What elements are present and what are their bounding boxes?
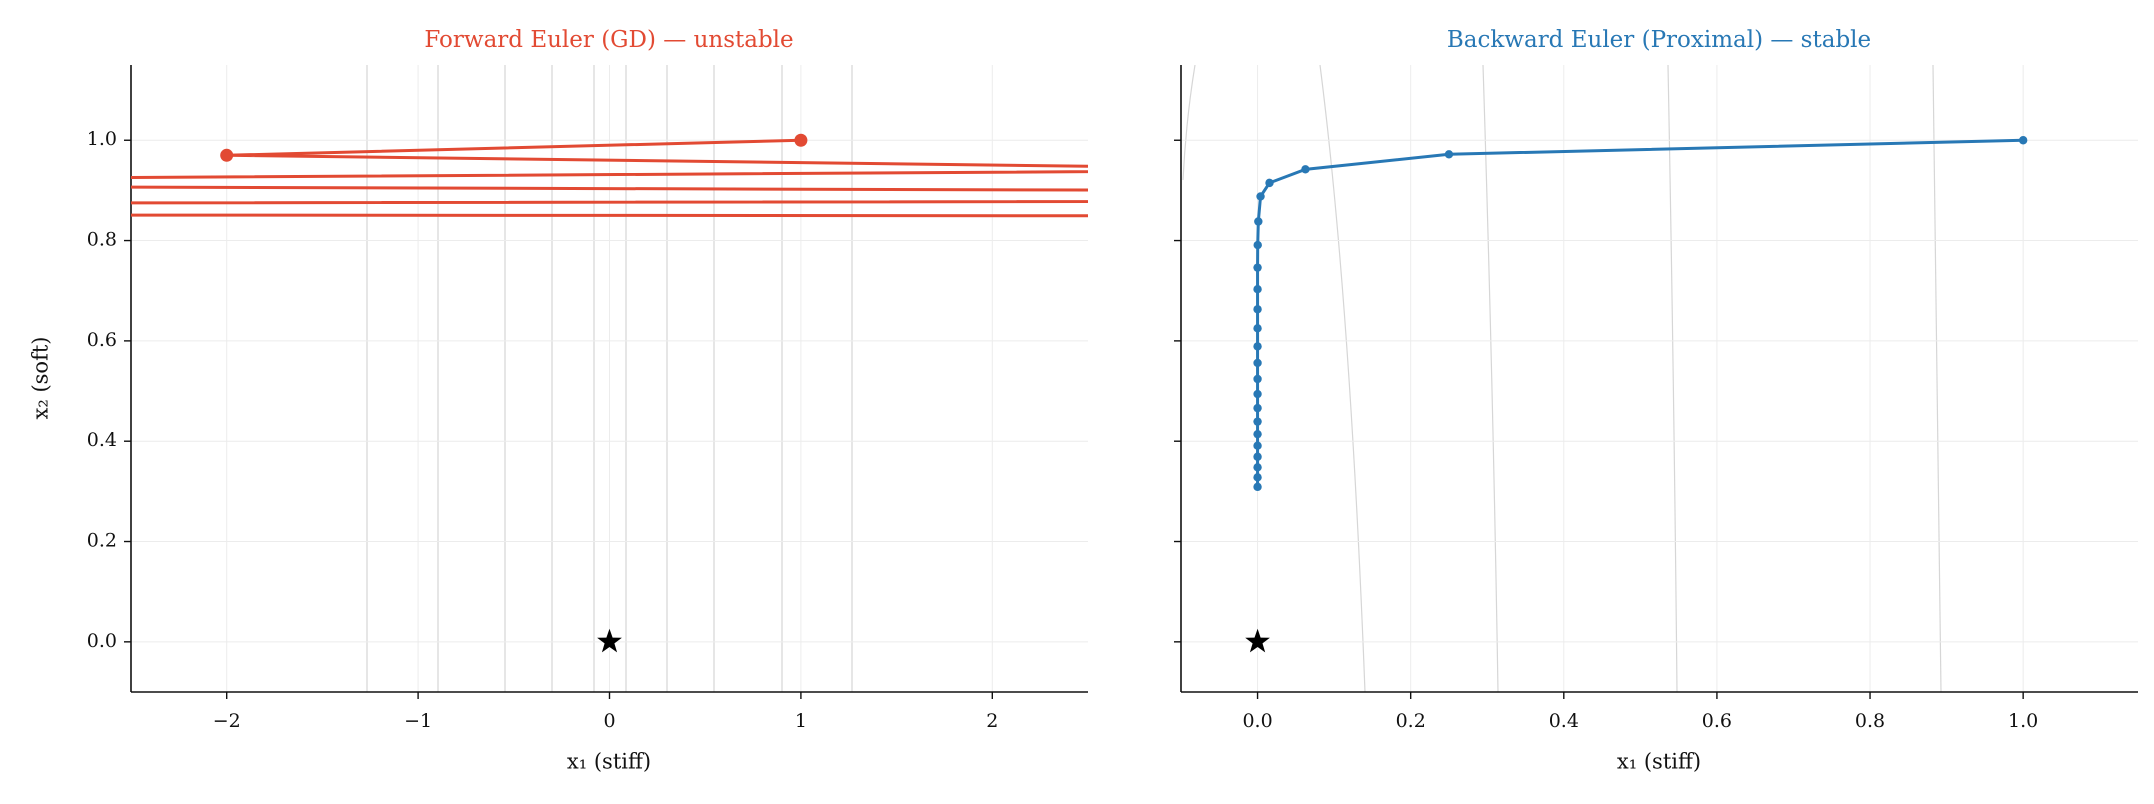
trajectory-point	[1253, 452, 1262, 461]
trajectory-point	[1253, 429, 1262, 439]
y-tick-label: 0.2	[87, 530, 117, 552]
trajectory-point	[1256, 192, 1265, 201]
trajectory-point	[1253, 389, 1262, 399]
chart-title: Backward Euler (Proximal) — stable	[1447, 27, 1871, 53]
trajectory-point	[1301, 165, 1310, 174]
plot-area	[1245, 136, 2028, 653]
x-axis-label: x₁ (stiff)	[1617, 750, 1701, 774]
trajectory-point	[1253, 403, 1262, 413]
x-tick-label: 2	[986, 710, 998, 732]
x-tick-label: 1.0	[2008, 710, 2038, 732]
y-tick-label: 0.8	[87, 229, 117, 251]
trajectory-point	[1253, 324, 1262, 333]
plot-area	[131, 133, 1382, 653]
y-tick-label: 0.0	[87, 630, 117, 652]
x-tick-label: 0.4	[1549, 710, 1579, 732]
trajectory-point	[1265, 178, 1274, 188]
y-tick-label: 0.6	[87, 329, 117, 351]
chart-title: Forward Euler (GD) — unstable	[424, 27, 793, 53]
trajectory-point	[1253, 482, 1262, 492]
x-tick-label: 0.0	[1242, 710, 1272, 732]
trajectory-point	[1253, 305, 1262, 314]
x-tick-label: 0.8	[1855, 710, 1885, 732]
y-tick-label: 1.0	[87, 128, 117, 150]
x-tick-label: 0	[603, 710, 615, 732]
trajectory-line	[131, 138, 1088, 218]
trajectory-point	[1253, 285, 1262, 294]
y-tick-label: 0.4	[87, 429, 117, 451]
trajectory-point	[220, 148, 234, 162]
trajectory-point	[1253, 441, 1262, 450]
trajectory-point	[2018, 136, 2028, 145]
trajectory-point	[1444, 150, 1454, 159]
trajectory-point	[794, 133, 808, 147]
x-tick-label: 1	[795, 710, 807, 732]
y-axis-label: x₂ (soft)	[29, 337, 53, 420]
trajectory-point	[1253, 263, 1262, 272]
x-axis-label: x₁ (stiff)	[567, 750, 651, 774]
trajectory-point	[1369, 163, 1382, 176]
x-tick-label: −2	[213, 710, 241, 732]
trajectory-point	[1253, 342, 1262, 351]
x-tick-label: 0.6	[1702, 710, 1732, 732]
contours	[1182, 65, 1942, 692]
trajectory-point	[1253, 240, 1262, 250]
trajectory-line	[1256, 138, 2024, 487]
x-tick-label: 0.2	[1396, 710, 1426, 732]
trajectory-point	[1253, 358, 1262, 368]
optimum-star	[597, 628, 622, 653]
trajectory-point	[1254, 217, 1263, 226]
trajectory-point	[1253, 463, 1262, 472]
trajectory-point	[1253, 374, 1262, 384]
x-tick-label: −1	[404, 710, 432, 732]
optimum-star	[1245, 628, 1270, 653]
trajectory-point	[1253, 473, 1262, 482]
contours	[366, 65, 853, 692]
trajectory-point	[1253, 417, 1262, 426]
